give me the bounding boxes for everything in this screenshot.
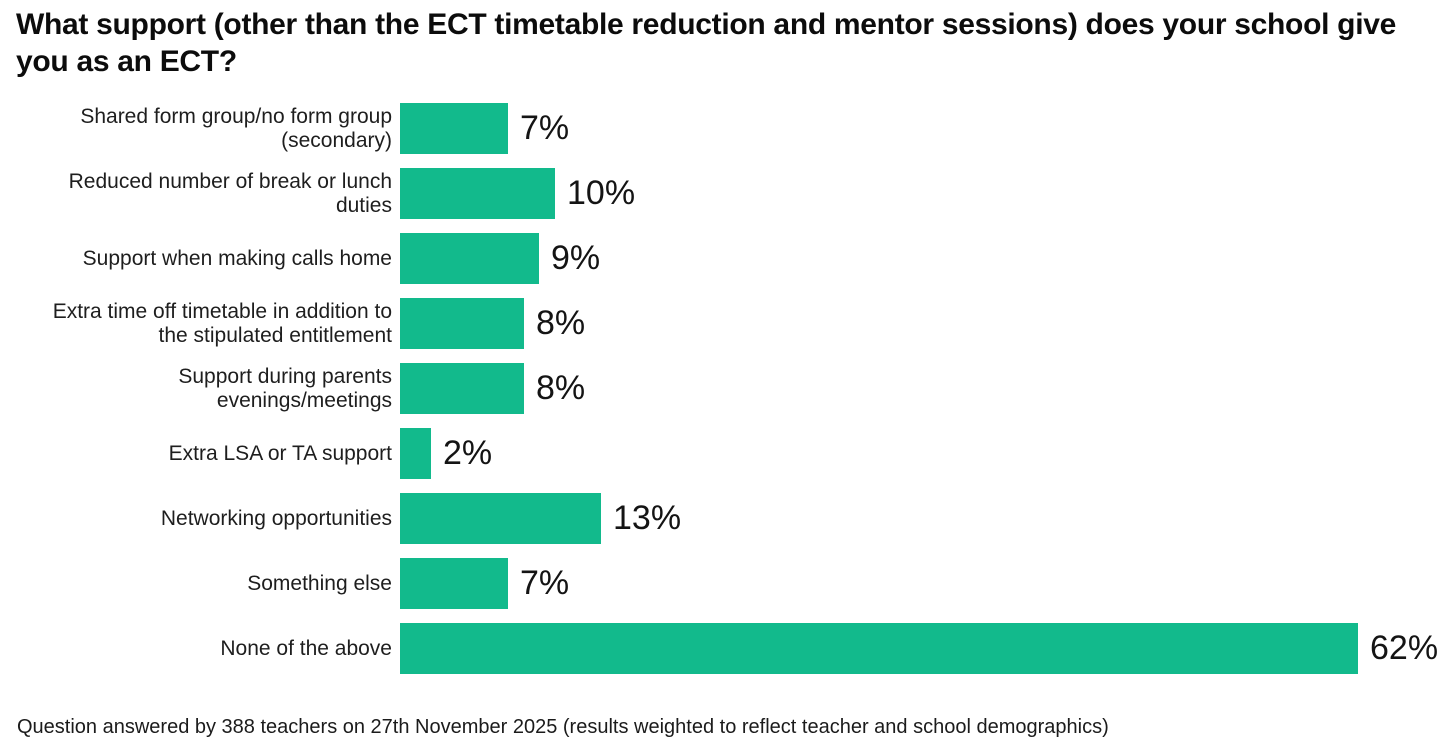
bar-row: None of the above 62%	[0, 623, 1438, 674]
bar-row: Support when making calls home 9%	[0, 233, 1438, 284]
value-label: 8%	[536, 304, 586, 342]
value-label: 7%	[520, 564, 570, 602]
value-label: 9%	[551, 239, 601, 277]
category-label: Networking opportunities	[160, 506, 392, 530]
bar	[400, 168, 555, 219]
chart-title: What support (other than the ECT timetab…	[16, 8, 1396, 78]
bar-row: Networking opportunities 13%	[0, 493, 1438, 544]
bar-row: Support during parents evenings/meetings…	[0, 363, 1438, 414]
category-label: Support during parents evenings/meetings	[178, 364, 392, 412]
category-label: Extra time off timetable in addition to …	[52, 299, 392, 347]
category-label: Reduced number of break or lunch duties	[68, 169, 392, 217]
category-label: Support when making calls home	[82, 246, 392, 270]
value-label: 10%	[567, 174, 636, 212]
bar-row: Something else 7%	[0, 558, 1438, 609]
bar	[400, 363, 524, 414]
value-label: 13%	[613, 499, 682, 537]
category-label: Shared form group/no form group (seconda…	[80, 104, 392, 152]
category-label: Extra LSA or TA support	[168, 441, 392, 465]
value-label: 8%	[536, 369, 586, 407]
value-label: 2%	[443, 434, 493, 472]
value-label: 62%	[1370, 629, 1439, 667]
chart-footnote: Question answered by 388 teachers on 27t…	[17, 716, 1109, 738]
value-label: 7%	[520, 109, 570, 147]
category-label: Something else	[247, 571, 392, 595]
bar	[400, 558, 508, 609]
bar-row: Shared form group/no form group (seconda…	[0, 103, 1438, 154]
category-label: None of the above	[220, 636, 392, 660]
bar-row: Extra time off timetable in addition to …	[0, 298, 1438, 349]
bar	[400, 103, 508, 154]
bar-row: Extra LSA or TA support 2%	[0, 428, 1438, 479]
bar	[400, 233, 539, 284]
bar	[400, 428, 431, 479]
bar	[400, 623, 1358, 674]
bar	[400, 298, 524, 349]
bar-chart: Shared form group/no form group (seconda…	[0, 103, 1438, 674]
bar-row: Reduced number of break or lunch duties …	[0, 168, 1438, 219]
bar	[400, 493, 601, 544]
